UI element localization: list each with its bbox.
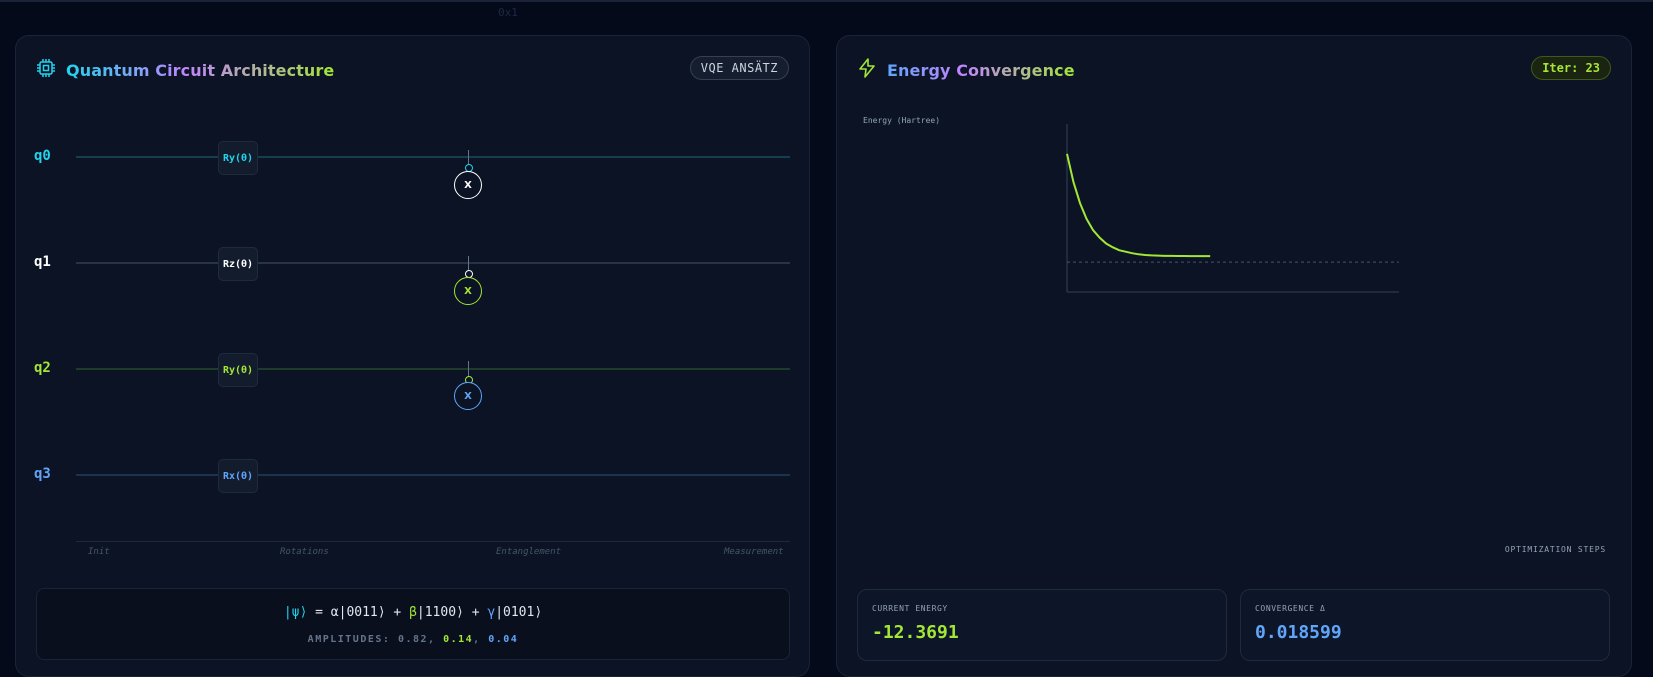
circuit-panel-title: Quantum Circuit Architecture bbox=[66, 60, 335, 80]
background-text: 0x1 bbox=[498, 6, 518, 19]
stage-axis bbox=[76, 541, 790, 542]
amplitude-3: 0.04 bbox=[488, 634, 519, 645]
stage-label-init: Init bbox=[88, 547, 110, 557]
cnot-line-q1 bbox=[468, 256, 469, 274]
qubit-wire-q2 bbox=[76, 368, 790, 370]
lightning-bolt-icon bbox=[857, 58, 877, 82]
top-border bbox=[0, 0, 1653, 2]
qubit-wire-q0 bbox=[76, 156, 790, 158]
stage-label-rotations: Rotations bbox=[280, 547, 329, 557]
rotation-gate-q0[interactable]: Ry(θ) bbox=[218, 141, 258, 175]
stage-label-entanglement: Entanglement bbox=[496, 547, 562, 557]
convergence-value: 0.018599 bbox=[1255, 622, 1342, 643]
cnot-target-q3-gate[interactable]: X bbox=[454, 382, 482, 410]
circuit-panel: Quantum Circuit Architecture VQE ANSÄTZ … bbox=[15, 35, 810, 677]
qubit-label-q0: q0 bbox=[34, 148, 51, 164]
iteration-badge: Iter: 23 bbox=[1531, 56, 1611, 80]
energy-panel-title: Energy Convergence bbox=[887, 60, 1075, 80]
current-energy-value: -12.3691 bbox=[872, 622, 959, 643]
alpha-term: α|0011⟩ bbox=[330, 605, 386, 620]
rotation-gate-q2[interactable]: Ry(θ) bbox=[218, 353, 258, 387]
psi-ket: |ψ⟩ bbox=[283, 605, 308, 620]
rotation-gate-q1[interactable]: Rz(θ) bbox=[218, 247, 258, 281]
beta-symbol: β bbox=[409, 605, 417, 620]
rotation-gate-q3[interactable]: Rx(θ) bbox=[218, 459, 258, 493]
convergence-card: CONVERGENCE Δ 0.018599 bbox=[1240, 589, 1610, 661]
quantum-state-box: |ψ⟩ = α|0011⟩ + β|1100⟩ + γ|0101⟩ AMPLIT… bbox=[36, 588, 790, 660]
qubit-label-q1: q1 bbox=[34, 254, 51, 270]
amplitudes-line: AMPLITUDES: 0.82, 0.14, 0.04 bbox=[307, 634, 519, 645]
chart-x-axis-label: OPTIMIZATION STEPS bbox=[1504, 545, 1606, 554]
qubit-label-q2: q2 bbox=[34, 360, 51, 376]
gamma-ket: |0101⟩ bbox=[495, 605, 543, 620]
amplitudes-label: AMPLITUDES: bbox=[307, 634, 391, 645]
energy-panel: Energy Convergence Iter: 23 Energy (Hart… bbox=[836, 35, 1632, 677]
chart-y-axis-label: Energy (Hartree) bbox=[863, 116, 941, 125]
amplitude-2: 0.14 bbox=[443, 634, 474, 645]
convergence-label: CONVERGENCE Δ bbox=[1255, 604, 1326, 613]
beta-ket: |1100⟩ bbox=[416, 605, 464, 620]
current-energy-card: CURRENT ENERGY -12.3691 bbox=[857, 589, 1227, 661]
qubit-wire-q3 bbox=[76, 474, 790, 476]
amplitude-1: 0.82 bbox=[397, 634, 429, 645]
cpu-chip-icon bbox=[36, 58, 56, 82]
energy-series-line bbox=[1066, 153, 1211, 258]
qubit-label-q3: q3 bbox=[34, 466, 51, 482]
cnot-line-q0 bbox=[468, 150, 469, 168]
cnot-target-q2-gate[interactable]: X bbox=[454, 277, 482, 305]
plus-sign: + bbox=[385, 605, 410, 620]
state-formula: |ψ⟩ = α|0011⟩ + β|1100⟩ + γ|0101⟩ bbox=[37, 605, 789, 620]
qubit-wire-q1 bbox=[76, 262, 790, 264]
gamma-symbol: γ bbox=[487, 605, 496, 620]
circuit-panel-header: Quantum Circuit Architecture bbox=[36, 56, 334, 84]
current-energy-label: CURRENT ENERGY bbox=[872, 604, 948, 613]
plus-sign: + bbox=[463, 605, 488, 620]
cnot-line-q2 bbox=[468, 361, 469, 379]
stage-label-measurement: Measurement bbox=[724, 547, 784, 557]
energy-panel-header: Energy Convergence bbox=[857, 56, 1075, 84]
energy-chart bbox=[1066, 124, 1399, 293]
vqe-ansatz-badge[interactable]: VQE ANSÄTZ bbox=[689, 56, 789, 80]
equals-sign: = bbox=[307, 605, 331, 620]
cnot-target-q1-gate[interactable]: X bbox=[454, 171, 482, 199]
